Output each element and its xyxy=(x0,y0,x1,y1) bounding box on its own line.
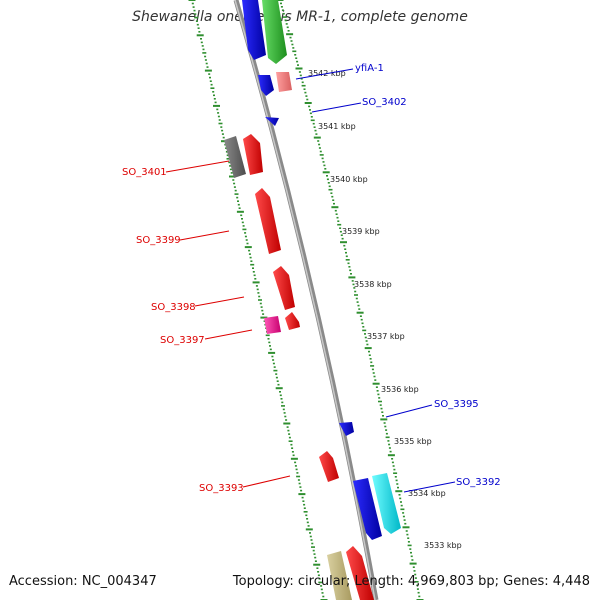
ruler-label-3536: 3536 kbp xyxy=(381,385,419,394)
gene-SO_3397 xyxy=(264,312,300,334)
gene-label-SO_3399: SO_3399 xyxy=(136,235,181,246)
gene-label-SO_3402: SO_3402 xyxy=(362,97,407,108)
gene-forward-blue-top xyxy=(242,0,266,60)
ruler-label-3533: 3533 kbp xyxy=(424,541,462,550)
gene-label-SO_3398: SO_3398 xyxy=(151,302,196,313)
gene-SO_3398 xyxy=(273,266,295,310)
tick-ruler-left xyxy=(188,0,328,600)
gene-SO_3399 xyxy=(255,188,281,254)
tick-ruler-right xyxy=(276,0,424,600)
gene-SO_3395 xyxy=(339,422,354,436)
ruler-label-3539: 3539 kbp xyxy=(342,227,380,236)
accession-text: Accession: NC_004347 xyxy=(9,574,157,589)
gene-forward-green-top xyxy=(262,0,287,64)
map-title: Shewanella oneidensis MR-1, complete gen… xyxy=(132,9,468,25)
gene-SO_3392 xyxy=(372,473,401,534)
ruler-label-3534: 3534 kbp xyxy=(408,489,446,498)
gene-SO_3402 xyxy=(265,117,279,126)
ruler-label-3538: 3538 kbp xyxy=(354,280,392,289)
gene-SO_3401 xyxy=(243,134,263,175)
gene-yfiA-1-pink xyxy=(276,72,292,92)
gene-label-SO_3392: SO_3392 xyxy=(456,477,501,488)
gene-label-SO_3397: SO_3397 xyxy=(160,335,205,346)
genome-backbone xyxy=(233,0,379,600)
gene-label-SO_3401: SO_3401 xyxy=(122,167,167,178)
ruler-label-3540: 3540 kbp xyxy=(330,175,368,184)
gene-SO_3393 xyxy=(319,451,339,482)
gene-label-SO_3395: SO_3395 xyxy=(434,399,479,410)
gene-label-SO_3393: SO_3393 xyxy=(199,483,244,494)
ruler-label-3541: 3541 kbp xyxy=(318,122,356,131)
gene-yfiA-1 xyxy=(258,75,274,96)
gene-bottom-red xyxy=(346,546,374,600)
topology-summary: Topology: circular; Length: 4,969,803 bp… xyxy=(232,574,590,589)
gene-SO_3401-gray xyxy=(224,136,246,178)
gene-bottom-khaki xyxy=(327,551,352,600)
ruler-label-3535: 3535 kbp xyxy=(394,437,432,446)
gene-SO_3392-blue xyxy=(353,478,382,540)
leader-lines xyxy=(165,68,456,493)
genome-backbone-highlight xyxy=(234,0,376,600)
gene-label-yfiA-1: yfiA-1 xyxy=(355,63,384,74)
ruler-label-3537: 3537 kbp xyxy=(367,332,405,341)
